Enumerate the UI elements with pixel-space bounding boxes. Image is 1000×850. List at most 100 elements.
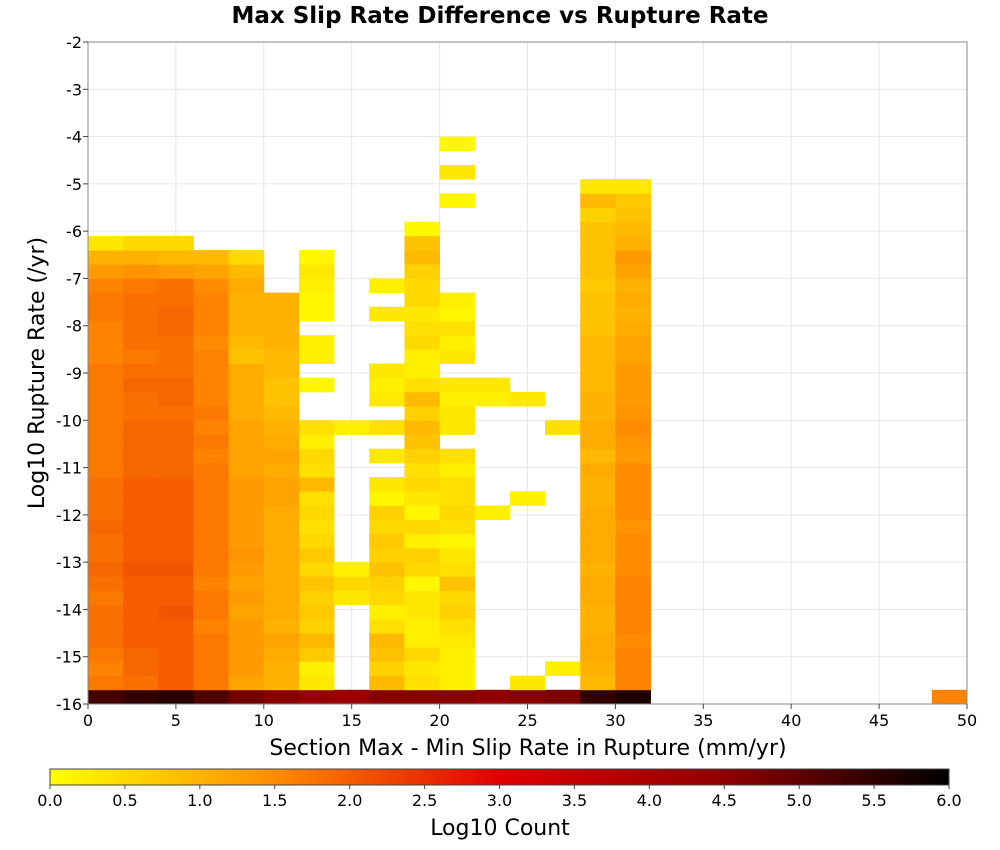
heatmap-cell [439,193,476,208]
heatmap-cell [193,335,230,350]
heatmap-cell [228,335,265,350]
heatmap-cell [439,675,476,691]
heatmap-cell [263,491,300,506]
heatmap-cell [123,420,159,435]
heatmap-cell [580,562,616,577]
heatmap-cell [615,590,651,606]
colorbar-tick-label: 1.5 [262,791,287,810]
heatmap-cell [404,491,440,506]
heatmap-cell [193,491,230,506]
heatmap-cell [123,477,159,492]
heatmap-cell [615,335,651,350]
x-tick-label: 30 [605,711,625,730]
heatmap-cell [263,505,300,520]
heatmap-cell [439,633,476,648]
heatmap-cell [123,519,159,535]
heatmap-cell [228,292,265,308]
heatmap-cell [580,406,616,421]
heatmap-cell [123,292,159,308]
y-tick-label: -5 [66,175,82,194]
heatmap-cell [545,689,581,705]
heatmap-cell [88,562,124,577]
heatmap-cell [158,250,194,265]
heatmap-cell [369,420,405,435]
heatmap-cell [931,689,968,705]
heatmap-cell [404,221,440,237]
heatmap-cell [298,661,335,677]
heatmap-cell [580,306,616,322]
heatmap-cell [404,547,440,563]
heatmap-cell [369,391,405,407]
heatmap-cell [369,562,405,577]
heatmap-cell [334,562,370,577]
heatmap-cell [263,604,300,620]
heatmap-cell [439,477,476,492]
heatmap-cell [580,661,616,677]
heatmap-cell [88,519,124,535]
heatmap-cell [369,675,405,691]
heatmap-cell [123,547,159,563]
heatmap-cell [228,320,265,336]
heatmap-cell [298,590,335,606]
heatmap-cell [158,477,194,492]
heatmap-cell [263,533,300,549]
heatmap-cell [228,661,265,677]
heatmap-cell [228,689,265,705]
heatmap-cell [158,320,194,336]
heatmap-cell [298,675,335,691]
heatmap-cell [298,519,335,535]
heatmap-cell [158,562,194,577]
heatmap-cell [263,477,300,492]
heatmap-cell [369,647,405,662]
heatmap-cell [123,647,159,662]
heatmap-cell [298,250,335,265]
heatmap-cell [263,292,300,308]
heatmap-cell [88,618,124,634]
heatmap-cell [439,661,476,677]
heatmap-cell [123,604,159,620]
heatmap-cell [298,491,335,506]
heatmap-cell [263,420,300,435]
heatmap-cell [123,434,159,450]
heatmap-cell [439,448,476,464]
heatmap-cell [263,562,300,577]
heatmap-cell [123,235,159,251]
heatmap-cell [228,278,265,294]
heatmap-cell [369,576,405,591]
heatmap-cell [615,604,651,620]
heatmap-cell [298,292,335,308]
heatmap-cell [193,278,230,294]
heatmap-cell [615,448,651,464]
heatmap-cell [298,434,335,450]
heatmap-cell [404,250,440,265]
heatmap-cell [580,519,616,535]
heatmap-cell [88,391,124,407]
heatmap-cell [404,661,440,677]
heatmap-cell [228,448,265,464]
heatmap-cell [228,306,265,322]
heatmap-cell [158,349,194,364]
y-tick-label: -8 [66,317,82,336]
heatmap-cell [615,562,651,577]
heatmap-cell [439,462,476,478]
heatmap-cell [439,491,476,506]
heatmap-cell [298,562,335,577]
heatmap-cell [228,462,265,478]
heatmap-cell [580,448,616,464]
heatmap-cell [193,250,230,265]
heatmap-cell [193,306,230,322]
heatmap-cell [88,363,124,379]
heatmap-cell [580,349,616,364]
heatmap-cell [615,221,651,237]
heatmap-cell [404,675,440,691]
heatmap-cell [158,448,194,464]
heatmap-cell [615,618,651,634]
heatmap-cell [615,491,651,506]
heatmap-cell [193,505,230,520]
heatmap-cell [263,547,300,563]
y-tick-label: -4 [66,128,82,147]
x-tick-label: 15 [342,711,362,730]
heatmap-cell [404,618,440,634]
heatmap-cell [228,491,265,506]
heatmap-cell [404,633,440,648]
